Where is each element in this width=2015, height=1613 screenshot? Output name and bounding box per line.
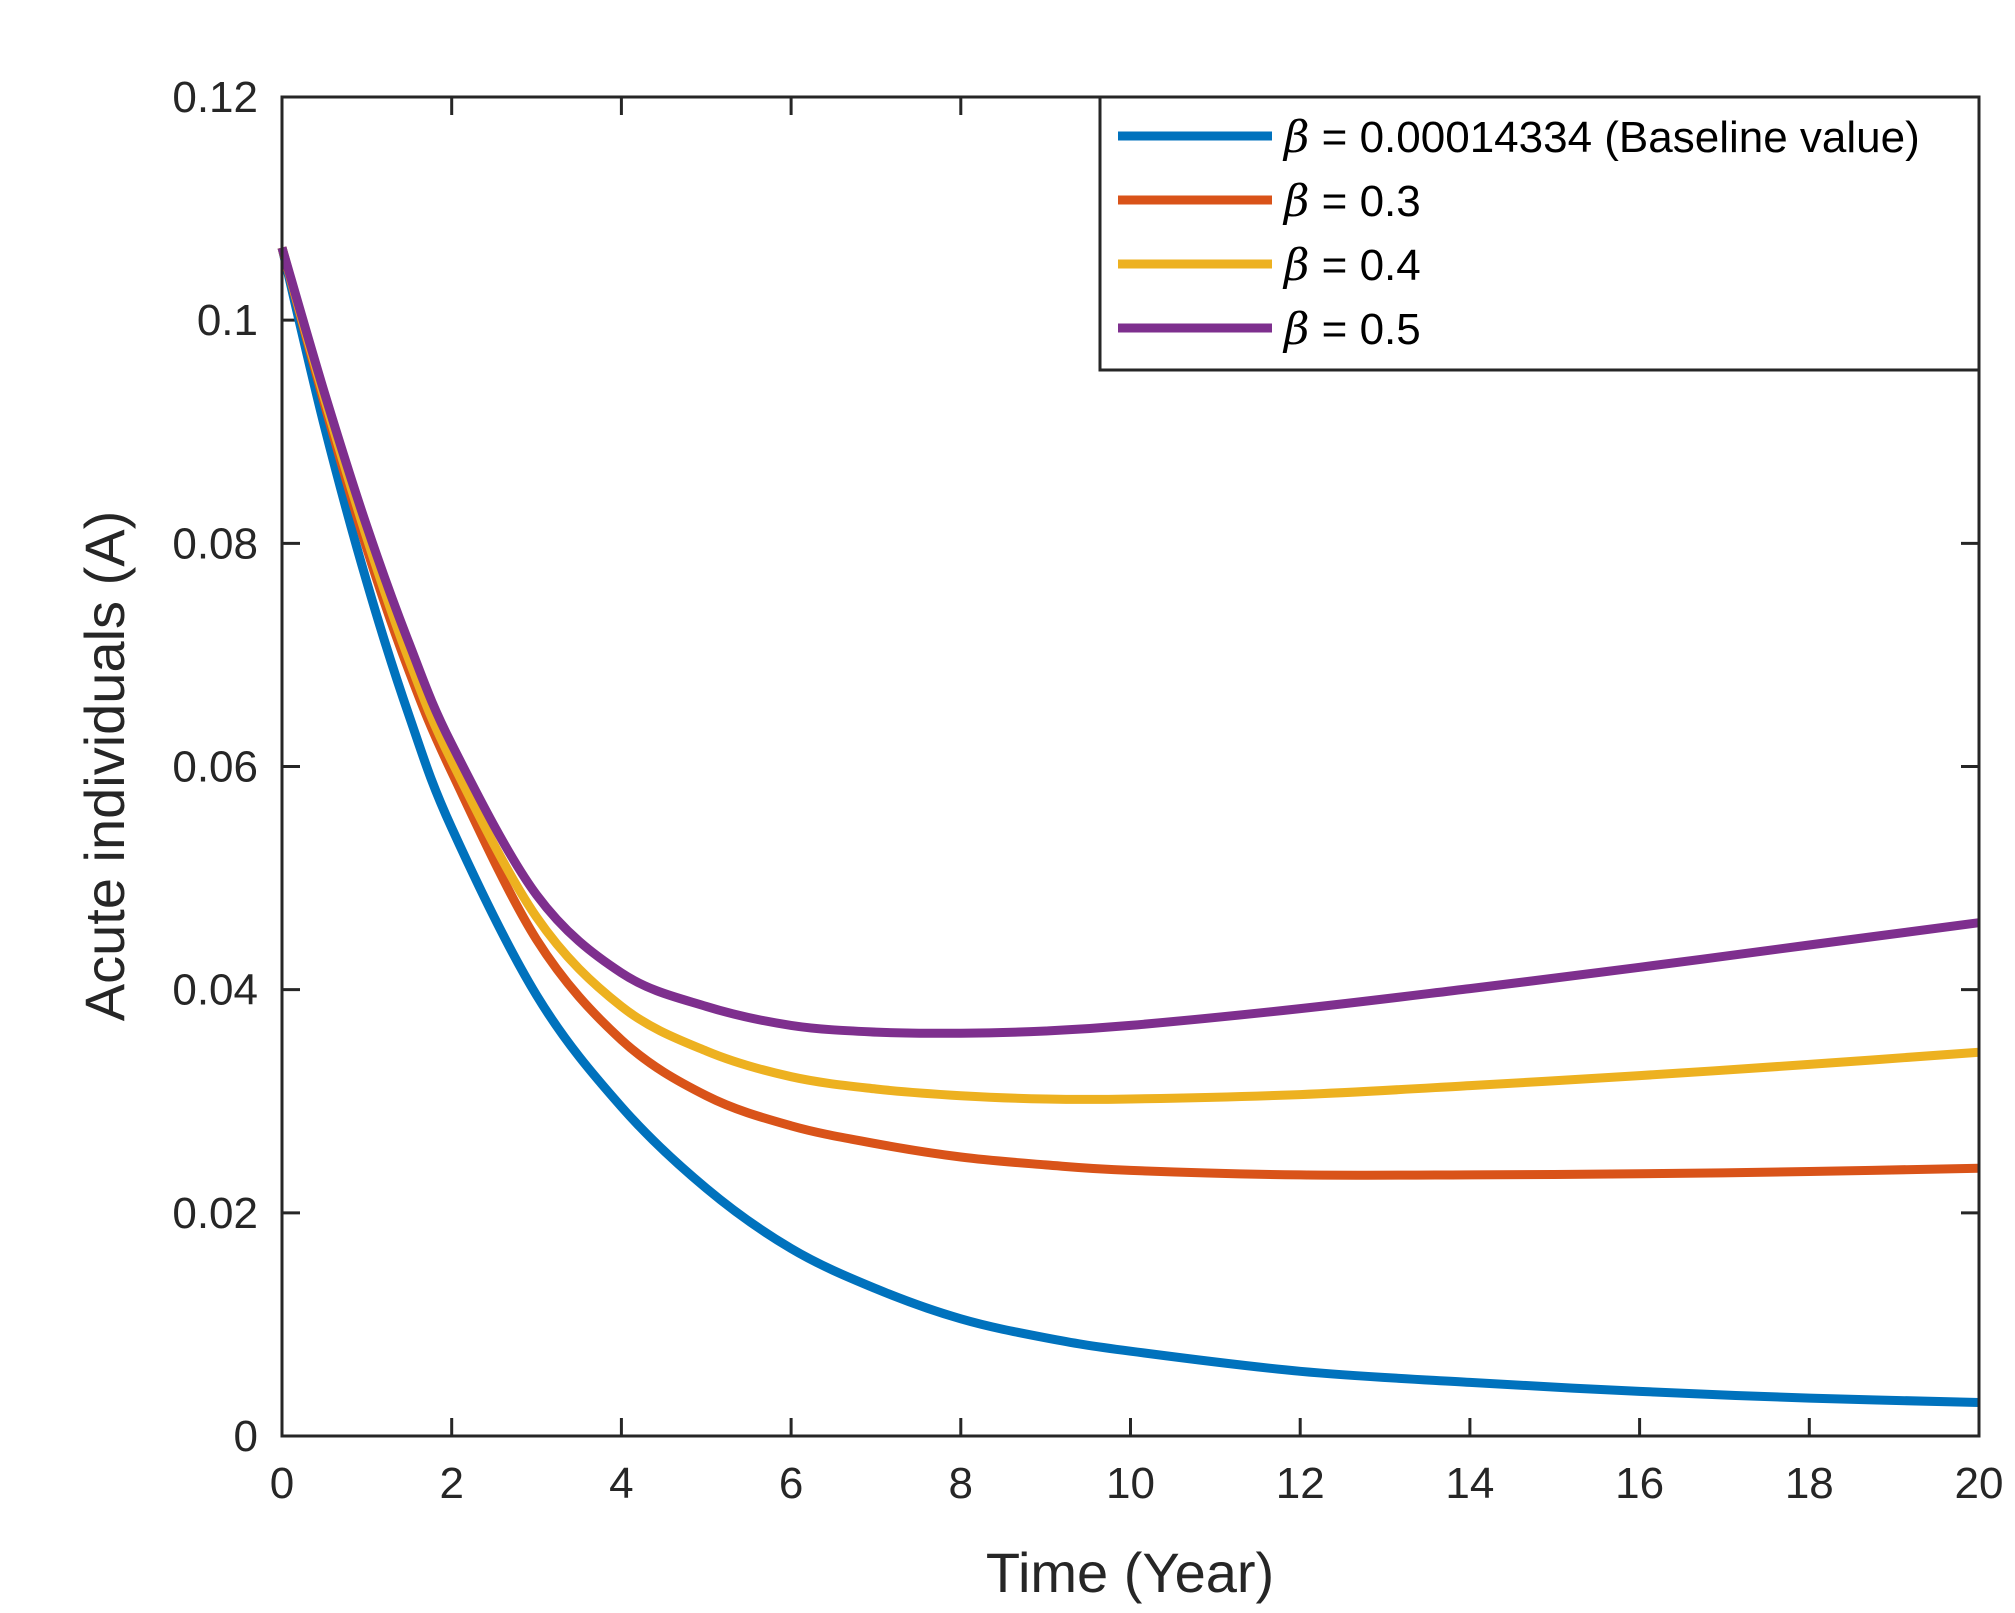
y-axis-title: Acute individuals (A) <box>73 511 136 1021</box>
legend-beta-symbol: β <box>1282 112 1309 163</box>
y-tick-label: 0.06 <box>172 743 258 792</box>
y-tick-label: 0 <box>234 1412 258 1461</box>
legend-label-3: β = 0.4 <box>1282 240 1421 291</box>
legend-beta-symbol: β <box>1282 240 1309 291</box>
legend: β = 0.00014334 (Baseline value)β = 0.3β … <box>1098 95 1981 372</box>
x-axis-title: Time (Year) <box>986 1541 1274 1604</box>
x-tick-label: 0 <box>270 1459 294 1508</box>
x-tick-label: 2 <box>439 1459 463 1508</box>
x-tick-label: 14 <box>1445 1459 1494 1508</box>
x-tick-label: 8 <box>949 1459 973 1508</box>
y-tick-label: 0.1 <box>197 296 258 345</box>
x-tick-label: 18 <box>1785 1459 1834 1508</box>
series-line-3 <box>277 246 1980 1105</box>
legend-label-1: β = 0.00014334 (Baseline value) <box>1282 112 1920 163</box>
legend-label-text: = 0.00014334 (Baseline value) <box>1309 113 1919 162</box>
legend-label-text: = 0.3 <box>1309 177 1420 226</box>
y-tick-label: 0.02 <box>172 1189 258 1238</box>
x-tick-label: 10 <box>1106 1459 1155 1508</box>
x-tick-label: 6 <box>779 1459 803 1508</box>
x-tick-label: 20 <box>1955 1459 2004 1508</box>
legend-label-text: = 0.4 <box>1309 241 1420 290</box>
series-line-4 <box>277 246 1980 1038</box>
x-tick-label: 16 <box>1615 1459 1664 1508</box>
legend-beta-symbol: β <box>1282 176 1309 227</box>
y-tick-label: 0.08 <box>172 519 258 568</box>
y-tick-label: 0.04 <box>172 966 258 1015</box>
legend-label-4: β = 0.5 <box>1282 304 1421 355</box>
x-tick-label: 12 <box>1276 1459 1325 1508</box>
series-lines <box>277 246 1980 1407</box>
legend-label-text: = 0.5 <box>1309 305 1420 354</box>
y-tick-label: 0.12 <box>172 73 258 122</box>
legend-label-2: β = 0.3 <box>1282 176 1421 227</box>
series-line-1 <box>277 246 1980 1407</box>
legend-entries: β = 0.00014334 (Baseline value)β = 0.3β … <box>1118 112 1920 355</box>
tick-labels: 0 2 4 6 8 10 12 14 16 18 20 0 0.02 0.04 0.06 0.08 0.1 0.1… <box>172 73 2003 1508</box>
x-tick-label: 4 <box>609 1459 633 1508</box>
legend-beta-symbol: β <box>1282 304 1309 355</box>
